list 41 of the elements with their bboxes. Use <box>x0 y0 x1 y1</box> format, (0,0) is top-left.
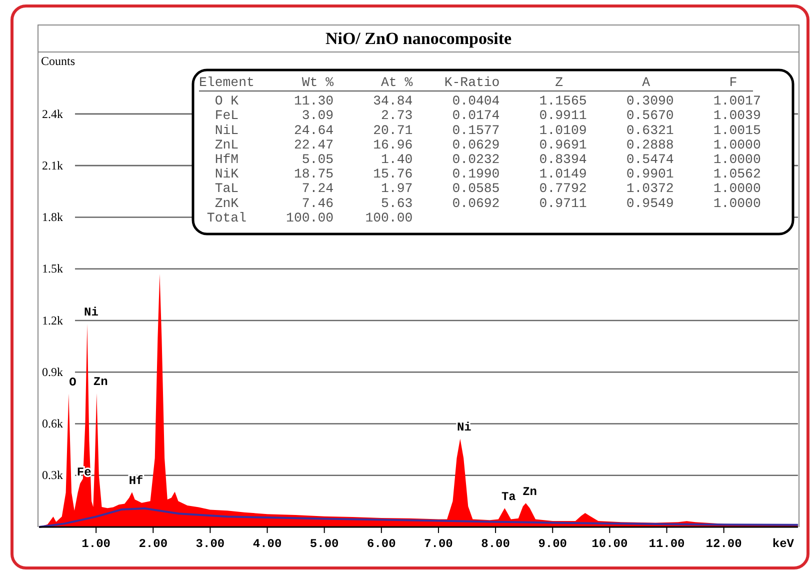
x-tick-label: 5.00 <box>310 536 339 551</box>
y-axis-title: Counts <box>41 54 76 68</box>
x-tick-label: 8.00 <box>481 536 510 551</box>
annotation: Total 100.00 100.00 <box>199 210 413 226</box>
annotation: TaL 7.24 1.97 0.0585 0.7792 1.0372 1.0000 <box>199 181 761 196</box>
x-tick-label: 7.00 <box>424 536 453 551</box>
annotation: Element Wt % At % K-Ratio Z A F <box>199 75 738 90</box>
annotation: Hf <box>128 474 144 488</box>
annotation: Zn <box>93 375 108 390</box>
y-tick-label: 1.2k <box>42 313 63 328</box>
annotation: O K 11.30 34.84 0.0404 1.1565 0.3090 1.0017 <box>199 94 761 109</box>
y-tick-label: 2.1k <box>42 158 63 172</box>
x-tick-label: 4.00 <box>252 536 282 551</box>
x-tick-label: 2.00 <box>138 536 168 551</box>
annotation: O <box>69 376 76 390</box>
annotation: ZnK 7.46 5.63 0.0692 0.9711 0.9549 1.0000 <box>199 196 761 211</box>
annotation: NiK 18.75 15.76 0.1990 1.0149 0.9901 1.0562 <box>199 166 761 182</box>
annotation: NiL 24.64 20.71 0.1577 1.0109 0.6321 1.0015 <box>199 122 761 138</box>
annotation: Ta <box>501 490 516 504</box>
y-tick-label: 0.9k <box>42 364 63 379</box>
x-tick-label: 12.00 <box>706 536 742 551</box>
x-tick-label: 11.00 <box>648 536 685 551</box>
annotation: Ni <box>456 420 472 435</box>
annotation: ZnL 22.47 16.96 0.0629 0.9691 0.2888 1.0000 <box>199 137 761 152</box>
annotation: FeL 3.09 2.73 0.0174 0.9911 0.5670 1.0039 <box>199 108 761 124</box>
x-tick-label: 3.00 <box>196 536 225 551</box>
x-tick-label: 6.00 <box>367 536 396 551</box>
x-axis-title: keV <box>772 537 795 551</box>
x-tick-label: 10.00 <box>592 536 628 551</box>
y-tick-label: 0.3k <box>42 468 63 482</box>
y-tick-label: 2.4k <box>42 106 63 121</box>
annotation: Zn <box>522 485 537 500</box>
x-tick-label: 1.00 <box>82 536 110 551</box>
y-tick-label: 1.5k <box>42 262 63 276</box>
y-tick-label: 0.6k <box>42 416 63 431</box>
annotation: Ni <box>84 306 98 320</box>
chart-title: NiO/ ZnO nanocomposite <box>325 29 512 48</box>
y-tick-label: 1.8k <box>42 210 63 224</box>
line-series <box>38 507 799 528</box>
annotation: HfM 5.05 1.40 0.0232 0.8394 0.5474 1.0000 <box>199 152 761 167</box>
x-tick-label: 9.00 <box>538 536 568 551</box>
